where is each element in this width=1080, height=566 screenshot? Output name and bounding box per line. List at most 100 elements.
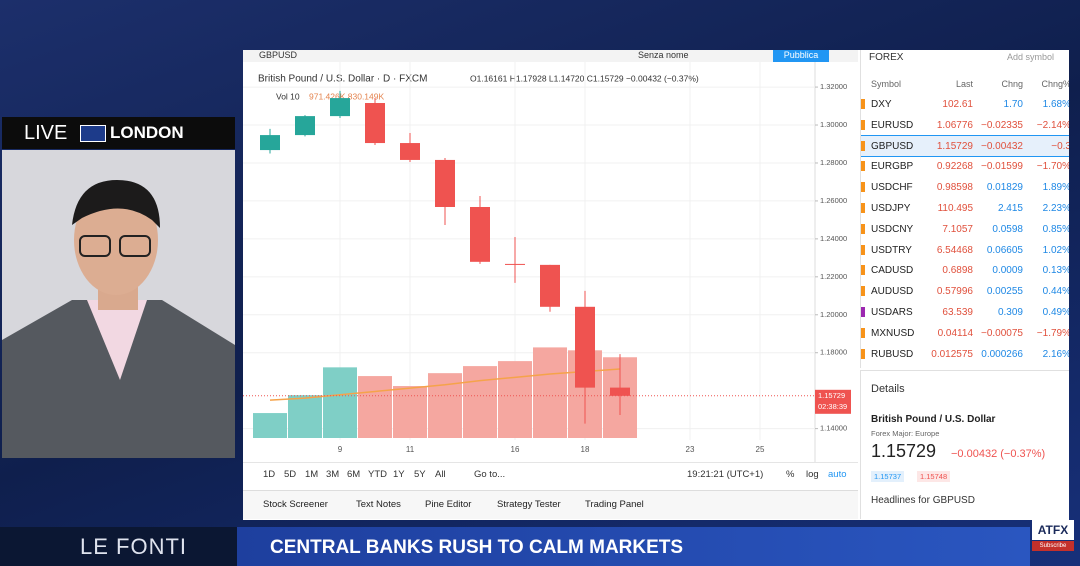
- change: −0.01599: [981, 161, 1023, 173]
- watchlist-row[interactable]: RUBUSD 0.012575 0.000266 2.16%: [861, 344, 1069, 364]
- watchlist-row[interactable]: EURGBP 0.92268 −0.01599 −1.70%: [861, 156, 1069, 176]
- candle-body: [610, 387, 630, 396]
- tab[interactable]: Pine Editor: [425, 499, 472, 510]
- range-button[interactable]: 3M: [326, 469, 340, 480]
- flag-icon: [80, 125, 106, 142]
- change-percent: −2.14%: [1036, 119, 1069, 131]
- last: 6.54468: [936, 244, 973, 256]
- watchlist-row[interactable]: AUDUSD 0.57996 0.00255 0.44%: [861, 281, 1069, 301]
- row-marker: [861, 286, 865, 297]
- x-tick-label: 25: [756, 445, 765, 454]
- candle-body: [330, 98, 350, 117]
- watchlist-row[interactable]: GBPUSD 1.15729 −0.00432 −0.3: [861, 134, 1069, 157]
- row-marker: [861, 140, 865, 151]
- change-percent: 2.23%: [1042, 203, 1069, 214]
- tab[interactable]: Strategy Tester: [497, 499, 561, 510]
- y-tick-label: 1.32000: [820, 82, 847, 91]
- watchlist-row[interactable]: USDARS 63.539 0.309 0.49%: [861, 302, 1069, 322]
- add-symbol[interactable]: Add symbol: [1007, 52, 1055, 62]
- range-button[interactable]: YTD: [368, 469, 387, 480]
- change: −0.00075: [981, 327, 1023, 339]
- row-marker: [861, 182, 865, 193]
- x-tick-label: 11: [406, 445, 415, 454]
- details-panel: Details British Pound / U.S. Dollar Fore…: [860, 370, 1069, 519]
- volume-bar: [253, 413, 287, 438]
- headlines-link[interactable]: Headlines for GBPUSD: [871, 495, 975, 506]
- instrument-category: Forex Major: Europe: [871, 429, 940, 438]
- change: 1.70: [1003, 99, 1023, 110]
- last: 102.61: [942, 99, 973, 110]
- range-button[interactable]: 1Y: [393, 469, 405, 480]
- headline-bar: CENTRAL BANKS RUSH TO CALM MARKETS: [237, 527, 1030, 566]
- top-toolbar: GBPUSD Senza nome Pubblica: [243, 50, 858, 62]
- watchlist-row[interactable]: EURUSD 1.06776 −0.02335 −2.14%: [861, 115, 1069, 135]
- tab[interactable]: Trading Panel: [585, 499, 644, 510]
- change-percent: 1.89%: [1042, 182, 1069, 194]
- watchlist-row[interactable]: CADUSD 0.6898 0.0009 0.13%: [861, 260, 1069, 280]
- symbol: EURUSD: [871, 119, 914, 131]
- range-button[interactable]: 6M: [347, 469, 361, 480]
- candle-body: [295, 116, 315, 136]
- layout-name[interactable]: Senza nome: [638, 50, 689, 60]
- watchlist-row[interactable]: MXNUSD 0.04114 −0.00075 −1.79%: [861, 323, 1069, 343]
- last: 0.04114: [937, 327, 973, 339]
- last: 63.539: [942, 307, 973, 318]
- range-button[interactable]: 5D: [284, 469, 297, 480]
- row-marker: [861, 265, 865, 276]
- log-toggle[interactable]: log: [806, 469, 819, 480]
- range-button[interactable]: 1M: [305, 469, 319, 480]
- subscribe-button[interactable]: Subscribe: [1032, 541, 1074, 551]
- bottom-tabs: Stock Screener Text Notes Pine Editor Strat…: [243, 490, 858, 519]
- candle-body: [470, 206, 490, 262]
- y-tick-label: 1.14000: [820, 424, 847, 433]
- ohlc-label: O1.16161 H1.17928 L1.14720 C1.15729 −0.0…: [470, 73, 699, 83]
- volume-ma-line: [269, 368, 621, 401]
- watchlist-row[interactable]: USDJPY 110.495 2.415 2.23%: [861, 198, 1069, 218]
- row-marker: [861, 99, 865, 109]
- candle-body: [365, 103, 385, 144]
- headline-text: CENTRAL BANKS RUSH TO CALM MARKETS: [270, 537, 684, 558]
- live-text: LIVE: [24, 122, 68, 144]
- watchlist-row[interactable]: USDCNY 7.1057 0.0598 0.85%: [861, 219, 1069, 239]
- last: 1.06776: [936, 119, 973, 131]
- watchlist-title[interactable]: FOREX: [869, 52, 904, 63]
- tab[interactable]: Text Notes: [356, 499, 401, 510]
- last: 1.15729: [936, 140, 973, 152]
- watchlist-row[interactable]: USDCHF 0.98598 0.01829 1.89%: [861, 177, 1069, 197]
- chart: British Pound / U.S. Dollar · D · FXCM O…: [243, 62, 858, 462]
- y-tick-label: 1.26000: [820, 196, 847, 205]
- last: 110.495: [937, 203, 973, 214]
- watchlist-row[interactable]: DXY 102.61 1.70 1.68%: [861, 94, 1069, 114]
- y-tick-label: 1.22000: [820, 272, 847, 281]
- symbol: CADUSD: [871, 265, 914, 277]
- row-marker: [861, 327, 865, 338]
- change-percent: −1.79%: [1036, 327, 1069, 339]
- watchlist-row[interactable]: USDTRY 6.54468 0.06605 1.02%: [861, 240, 1069, 260]
- range-button[interactable]: 5Y: [414, 469, 426, 480]
- change: 0.0009: [992, 265, 1023, 277]
- change-percent: 0.44%: [1042, 286, 1069, 298]
- tab[interactable]: Stock Screener: [263, 499, 328, 510]
- y-tick-label: 1.30000: [820, 120, 847, 129]
- range-button[interactable]: All: [435, 469, 446, 480]
- symbol: USDJPY: [871, 203, 911, 214]
- change: 0.000266: [981, 348, 1023, 360]
- change-percent: 1.68%: [1042, 99, 1069, 110]
- change: −0.00432: [981, 140, 1023, 152]
- y-tick-label: 1.20000: [820, 310, 847, 319]
- publish-button[interactable]: Pubblica: [773, 50, 829, 62]
- range-button[interactable]: 1D: [263, 469, 276, 480]
- auto-toggle[interactable]: auto: [828, 469, 847, 480]
- symbol-search[interactable]: GBPUSD: [259, 50, 298, 60]
- change-percent: 0.85%: [1042, 223, 1069, 235]
- volume-bar: [533, 347, 567, 438]
- goto-button[interactable]: Go to...: [474, 469, 506, 480]
- row-marker: [861, 348, 865, 359]
- last: 0.92268: [936, 161, 973, 173]
- bid: 1.15737: [871, 471, 905, 482]
- percent-toggle[interactable]: %: [786, 469, 795, 480]
- last: 0.6898: [942, 265, 973, 277]
- change: 0.01829: [986, 182, 1023, 194]
- volume-bar: [498, 361, 532, 438]
